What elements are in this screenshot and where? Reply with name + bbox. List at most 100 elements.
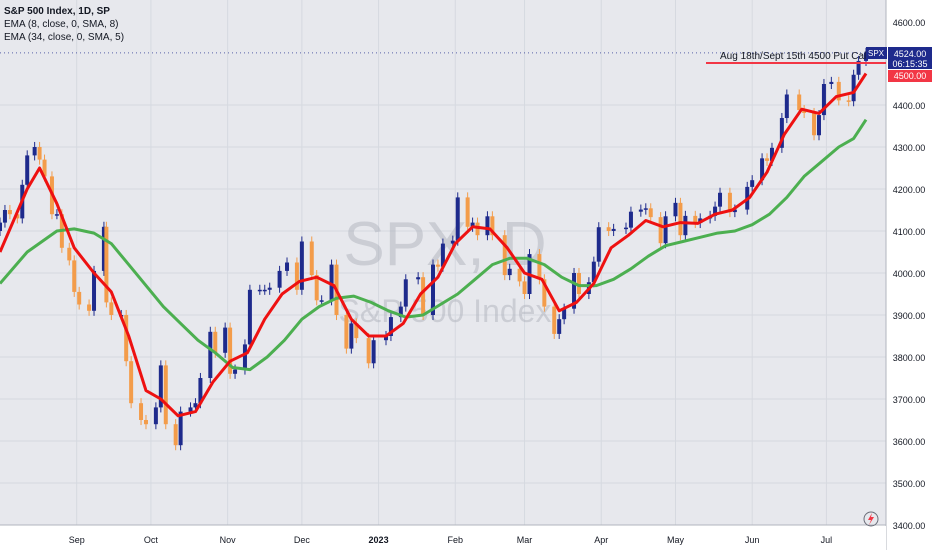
candle-body xyxy=(470,222,475,227)
candle-body xyxy=(208,331,213,378)
x-tick-label: Mar xyxy=(517,535,533,545)
x-tick-label: Dec xyxy=(294,535,311,545)
x-tick-label: May xyxy=(667,535,685,545)
candle-body xyxy=(366,338,371,364)
candle-body xyxy=(829,81,834,84)
candle-body xyxy=(572,273,577,309)
candle-body xyxy=(576,273,581,294)
lightning-icon[interactable] xyxy=(863,511,879,527)
x-tick-label: Sep xyxy=(69,535,85,545)
candle-body xyxy=(502,235,507,276)
candle-body xyxy=(262,289,267,292)
candle-body xyxy=(101,226,106,271)
candle-body xyxy=(552,306,557,334)
x-tick-label: 2023 xyxy=(369,535,389,545)
candle-body xyxy=(611,228,616,231)
candle-body xyxy=(309,241,314,276)
candle-body xyxy=(693,215,698,224)
candle-body xyxy=(32,147,37,156)
candle-body xyxy=(797,94,802,111)
candle-body xyxy=(856,60,861,75)
y-tick-label: 4300.00 xyxy=(893,143,926,153)
candle-body xyxy=(490,216,495,236)
candle-body xyxy=(821,84,826,116)
ema8-line xyxy=(0,72,868,418)
candle-body xyxy=(15,214,20,219)
legend-ema8[interactable]: EMA (8, close, 0, SMA, 8) xyxy=(4,19,119,30)
candle-body xyxy=(663,216,668,244)
candle-body xyxy=(198,378,203,404)
candle-body xyxy=(54,214,59,216)
candle-body xyxy=(769,147,774,161)
candle-body xyxy=(416,277,421,280)
spx-tag-text: SPX xyxy=(868,49,885,58)
candle-body xyxy=(678,202,683,236)
candle-body xyxy=(213,331,218,353)
candle-body xyxy=(557,319,562,334)
candle-body xyxy=(440,243,445,267)
candle-body xyxy=(643,208,648,210)
candle-body xyxy=(450,240,455,244)
price-tag-4500-text: 4500.00 xyxy=(894,71,927,81)
candle-body xyxy=(7,210,12,215)
candle-body xyxy=(713,206,718,216)
candle-body xyxy=(812,112,817,136)
candle-body xyxy=(257,289,262,292)
candle-body xyxy=(648,208,653,218)
y-tick-label: 4100.00 xyxy=(893,227,926,237)
x-tick-label: Nov xyxy=(220,535,237,545)
candle-body xyxy=(188,407,193,412)
y-tick-label: 3900.00 xyxy=(893,311,926,321)
ema34-line xyxy=(0,118,868,372)
candle-body xyxy=(403,279,408,307)
candle-body xyxy=(562,308,567,320)
candle-body xyxy=(383,336,388,341)
horizontal-line[interactable]: Aug 18th/Sept 15th 4500 Put Calend xyxy=(0,51,886,64)
y-tick-label: 3600.00 xyxy=(893,437,926,447)
hline-label: Aug 18th/Sept 15th 4500 Put Calend xyxy=(720,51,883,62)
candle-body xyxy=(371,340,376,364)
candle-body xyxy=(846,100,851,102)
candle-body xyxy=(537,254,542,280)
candle-body xyxy=(129,361,134,404)
candle-body xyxy=(638,209,643,212)
candle-body xyxy=(398,306,403,318)
candles xyxy=(0,47,868,451)
candle-body xyxy=(718,192,723,207)
x-tick-label: Jul xyxy=(821,535,833,545)
candle-body xyxy=(349,323,354,349)
candle-body xyxy=(591,261,596,283)
candle-body xyxy=(517,268,522,282)
chart-title[interactable]: S&P 500 Index, 1D, SP xyxy=(4,6,110,17)
y-tick-label: 4400.00 xyxy=(893,101,926,111)
candle-body xyxy=(139,403,144,420)
candle-body xyxy=(319,300,324,302)
candle-body xyxy=(242,344,247,370)
y-tick-label: 4200.00 xyxy=(893,185,926,195)
candle-body xyxy=(285,262,290,271)
x-tick-label: Apr xyxy=(594,535,608,545)
x-tick-label: Feb xyxy=(448,535,464,545)
candle-body xyxy=(542,279,547,307)
candle-body xyxy=(388,317,393,336)
candle-body xyxy=(92,270,97,311)
spx-tag xyxy=(866,47,887,59)
candle-body xyxy=(233,369,238,374)
candle-body xyxy=(294,262,299,290)
candle-body xyxy=(628,211,633,228)
y-tick-label-partial: 4600.00 xyxy=(893,18,926,28)
legend-ema34[interactable]: EMA (34, close, 0, SMA, 5) xyxy=(4,32,125,43)
candle-body xyxy=(354,323,359,339)
candle-body xyxy=(0,222,2,231)
watermark-name: S&P 500 Index xyxy=(339,293,552,329)
price-tag-current xyxy=(888,47,932,69)
candle-body xyxy=(247,289,252,345)
y-tick-label: 3500.00 xyxy=(893,479,926,489)
candle-body xyxy=(163,365,168,425)
price-tag-4500 xyxy=(888,70,932,82)
candle-body xyxy=(522,281,527,294)
x-axis: Sep Oct Nov Dec 2023 Feb Mar Apr May Jun Jul xyxy=(69,535,832,545)
